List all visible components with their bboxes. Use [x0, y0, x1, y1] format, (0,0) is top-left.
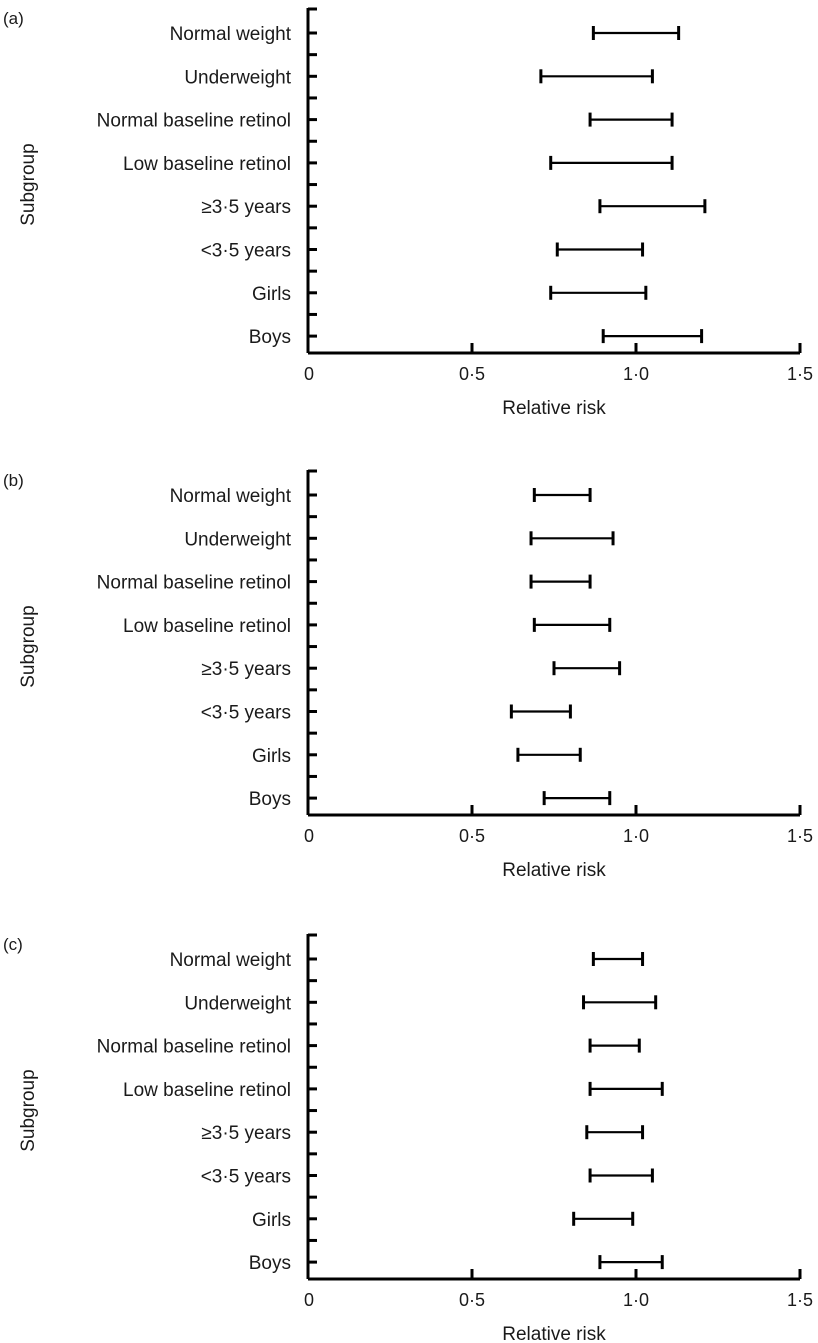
subgroup-label: Boys: [249, 327, 291, 348]
subgroup-label: Girls: [252, 1210, 291, 1231]
x-axis-title: Relative risk: [502, 860, 606, 881]
subgroup-label: Normal baseline retinol: [97, 573, 291, 594]
x-tick-label: 0·5: [459, 364, 485, 384]
x-tick-label: 1·0: [623, 1290, 649, 1310]
subgroup-label: Underweight: [184, 993, 291, 1014]
subgroup-label: Boys: [249, 789, 291, 810]
y-axis-title: Subgroup: [18, 1069, 39, 1151]
subgroup-label: Boys: [249, 1253, 291, 1274]
subgroup-label: <3·5 years: [201, 703, 291, 724]
y-axis-title: Subgroup: [18, 605, 39, 687]
subgroup-label: Low baseline retinol: [123, 1080, 291, 1101]
subgroup-label: Normal weight: [170, 24, 292, 45]
subgroup-label: Low baseline retinol: [123, 154, 291, 175]
x-tick-label: 1·5: [787, 364, 813, 384]
x-tick-label: 1·0: [623, 364, 649, 384]
x-tick-label: 0: [304, 826, 314, 846]
subgroup-label: Normal weight: [170, 486, 292, 507]
x-axis-title: Relative risk: [502, 1324, 606, 1343]
panel-label: (a): [3, 9, 24, 28]
subgroup-label: Underweight: [184, 529, 291, 550]
y-axis-title: Subgroup: [18, 143, 39, 225]
subgroup-label: ≥3·5 years: [201, 1123, 291, 1144]
x-tick-label: 0: [304, 364, 314, 384]
subgroup-label: ≥3·5 years: [201, 197, 291, 218]
subgroup-label: ≥3·5 years: [201, 659, 291, 680]
subgroup-label: <3·5 years: [201, 1167, 291, 1188]
x-axis-title: Relative risk: [502, 398, 606, 419]
subgroup-label: <3·5 years: [201, 241, 291, 262]
subgroup-label: Normal baseline retinol: [97, 1037, 291, 1058]
subgroup-label: Underweight: [184, 67, 291, 88]
x-tick-label: 0·5: [459, 1290, 485, 1310]
panel-label: (c): [3, 935, 23, 954]
x-tick-label: 0: [304, 1290, 314, 1310]
panel-label: (b): [3, 471, 24, 490]
x-tick-label: 1·5: [787, 1290, 813, 1310]
x-tick-label: 1·0: [623, 826, 649, 846]
subgroup-label: Girls: [252, 284, 291, 305]
x-tick-label: 1·5: [787, 826, 813, 846]
subgroup-label: Normal baseline retinol: [97, 111, 291, 132]
x-tick-label: 0·5: [459, 826, 485, 846]
subgroup-label: Low baseline retinol: [123, 616, 291, 637]
subgroup-label: Girls: [252, 746, 291, 767]
subgroup-label: Normal weight: [170, 950, 292, 971]
